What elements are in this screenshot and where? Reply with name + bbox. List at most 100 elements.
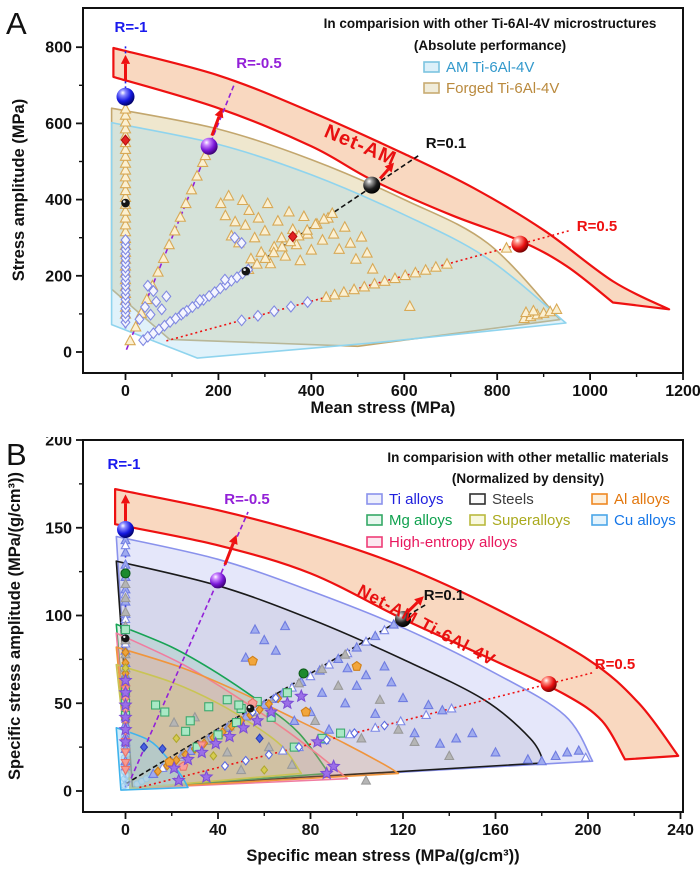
data-point <box>120 578 131 589</box>
legend: In comparision with other metallic mater… <box>366 450 676 551</box>
data-point <box>287 230 298 243</box>
data-point <box>360 774 372 785</box>
y-axis-title: Stress amplitude (MPa) <box>10 99 28 281</box>
data-point <box>261 196 274 209</box>
panel-b-letter: B <box>6 437 27 472</box>
arrows <box>120 54 395 180</box>
dot-highlight <box>122 200 126 203</box>
legend-swatch <box>366 514 383 526</box>
data-point <box>119 102 132 114</box>
data-point <box>323 659 335 669</box>
data-point <box>160 707 170 717</box>
data-point <box>158 743 167 754</box>
legend-label: Mg alloys <box>389 512 452 529</box>
plot-area <box>110 45 671 359</box>
data-point <box>446 702 457 713</box>
data-point <box>271 692 280 704</box>
data-point <box>178 306 189 320</box>
axis-titles: Specific mean stress (MPa/(g/cm³)) Specif… <box>6 472 520 865</box>
data-point <box>282 688 292 698</box>
data-point <box>351 679 363 690</box>
data-point <box>152 265 164 277</box>
data-point <box>120 592 131 603</box>
data-point <box>241 755 250 766</box>
data-point <box>153 766 163 777</box>
data-point <box>194 294 205 307</box>
legend-label: Cu alloys <box>614 512 676 529</box>
data-point <box>236 236 247 250</box>
data-point <box>527 304 540 316</box>
data-point <box>120 233 131 247</box>
data-point <box>119 177 132 189</box>
data-point <box>168 224 181 236</box>
data-point <box>259 251 272 263</box>
data-point <box>258 634 270 645</box>
x-tick-label: 120 <box>390 822 417 839</box>
series-blue-solid-diamonds <box>139 733 264 754</box>
series-purple-stars <box>118 672 341 787</box>
data-point <box>119 108 132 120</box>
data-point <box>369 630 381 641</box>
data-point <box>326 206 339 218</box>
data-point <box>293 677 305 688</box>
data-point <box>157 251 170 263</box>
r-line-R=0.5 <box>139 671 596 789</box>
data-point <box>351 660 362 671</box>
data-point <box>350 728 359 739</box>
arrow-head <box>120 54 131 64</box>
data-point <box>179 196 192 209</box>
r-label-R=0.1: R=0.1 <box>426 135 466 152</box>
data-point <box>378 274 391 286</box>
data-point <box>409 736 420 746</box>
x-tick-label: 0 <box>121 822 130 839</box>
plot-frame <box>82 439 684 813</box>
data-point <box>119 183 132 196</box>
data-point <box>358 280 371 292</box>
data-point <box>317 212 330 224</box>
y-tick-label: 100 <box>45 608 72 625</box>
data-point <box>580 752 591 762</box>
data-point <box>434 737 446 748</box>
sphere-r-0-5-sphere <box>511 235 529 253</box>
data-point <box>239 218 252 230</box>
region-cu-alloys <box>115 727 189 791</box>
dot-highlight <box>247 705 251 709</box>
data-point <box>419 263 432 275</box>
data-point <box>550 750 561 761</box>
data-point <box>214 196 227 209</box>
data-point <box>283 205 295 217</box>
sphere-r-0-1-sphere <box>395 611 411 628</box>
legend-swatch <box>469 493 486 505</box>
legend-label: Ti alloys <box>389 491 443 508</box>
data-point <box>339 648 351 659</box>
data-point <box>379 624 390 635</box>
data-point <box>309 217 322 230</box>
r-label-R=-0.5: R=-0.5 <box>236 55 281 72</box>
data-point <box>294 742 304 753</box>
data-point <box>142 279 153 292</box>
data-point <box>280 695 295 710</box>
data-point <box>267 246 280 258</box>
data-point <box>251 257 263 269</box>
r-label-R=-1: R=-1 <box>115 19 148 36</box>
data-point <box>181 726 191 736</box>
panel-b: 0 40 80 120 160 200 240 0 50 100 150 200 Specific me… <box>0 437 700 875</box>
data-point <box>148 284 159 298</box>
r-label-R=0.5: R=0.5 <box>595 656 635 673</box>
data-point <box>319 765 334 780</box>
x-tick-label: 160 <box>482 822 509 839</box>
data-point <box>351 641 363 652</box>
data-point <box>208 736 223 750</box>
ticks <box>76 46 684 380</box>
data-point <box>121 198 130 208</box>
data-point <box>450 732 462 743</box>
data-point <box>196 155 209 167</box>
data-point <box>191 169 203 181</box>
series-green-circles <box>120 568 309 679</box>
data-point <box>339 697 351 708</box>
data-point <box>221 746 233 757</box>
data-point <box>536 755 548 766</box>
arrow-head <box>414 596 424 606</box>
legend-label: Forged Ti-6Al-4V <box>446 80 559 97</box>
